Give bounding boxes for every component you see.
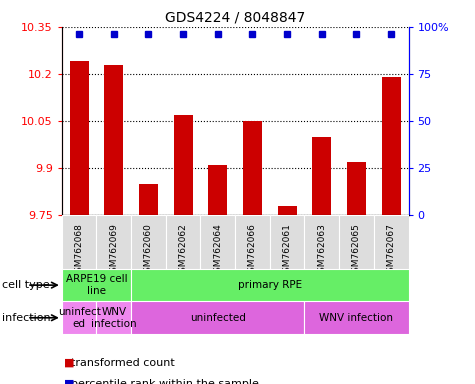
Text: GSM762064: GSM762064 (213, 223, 222, 278)
Bar (312, 137, 332, 215)
Text: WNV infection: WNV infection (320, 313, 393, 323)
FancyBboxPatch shape (339, 215, 374, 269)
Bar (69, 61, 89, 215)
Text: GSM762061: GSM762061 (283, 223, 292, 278)
FancyBboxPatch shape (304, 301, 408, 334)
Text: ■: ■ (64, 358, 75, 368)
FancyBboxPatch shape (166, 215, 200, 269)
FancyBboxPatch shape (304, 215, 339, 269)
Text: primary RPE: primary RPE (238, 280, 302, 290)
Text: GSM762063: GSM762063 (317, 223, 326, 278)
Text: GSM762066: GSM762066 (248, 223, 257, 278)
FancyBboxPatch shape (374, 215, 408, 269)
Text: ■: ■ (64, 379, 75, 384)
FancyBboxPatch shape (131, 301, 304, 334)
FancyBboxPatch shape (131, 269, 408, 301)
Text: ARPE19 cell
line: ARPE19 cell line (66, 274, 127, 296)
FancyBboxPatch shape (200, 215, 235, 269)
Bar (104, 65, 124, 215)
Text: WNV
infection: WNV infection (91, 307, 137, 329)
Bar (381, 77, 401, 215)
FancyBboxPatch shape (270, 215, 304, 269)
FancyBboxPatch shape (96, 215, 131, 269)
Text: GSM762067: GSM762067 (387, 223, 396, 278)
Text: GSM762060: GSM762060 (144, 223, 153, 278)
FancyBboxPatch shape (96, 301, 131, 334)
Bar (347, 162, 366, 215)
Text: percentile rank within the sample: percentile rank within the sample (71, 379, 259, 384)
Text: GSM762062: GSM762062 (179, 223, 188, 278)
FancyBboxPatch shape (131, 215, 166, 269)
Bar (139, 184, 158, 215)
FancyBboxPatch shape (62, 301, 96, 334)
Text: GSM762065: GSM762065 (352, 223, 361, 278)
Bar (243, 121, 262, 215)
FancyBboxPatch shape (62, 215, 96, 269)
Bar (173, 115, 193, 215)
Bar (277, 206, 297, 215)
Text: uninfect
ed: uninfect ed (57, 307, 101, 329)
Title: GDS4224 / 8048847: GDS4224 / 8048847 (165, 10, 305, 24)
Text: uninfected: uninfected (190, 313, 246, 323)
FancyBboxPatch shape (62, 269, 131, 301)
Text: GSM762069: GSM762069 (109, 223, 118, 278)
Text: transformed count: transformed count (71, 358, 175, 368)
Text: infection: infection (2, 313, 51, 323)
Text: cell type: cell type (2, 280, 50, 290)
Bar (208, 165, 228, 215)
Text: GSM762068: GSM762068 (75, 223, 84, 278)
FancyBboxPatch shape (235, 215, 270, 269)
